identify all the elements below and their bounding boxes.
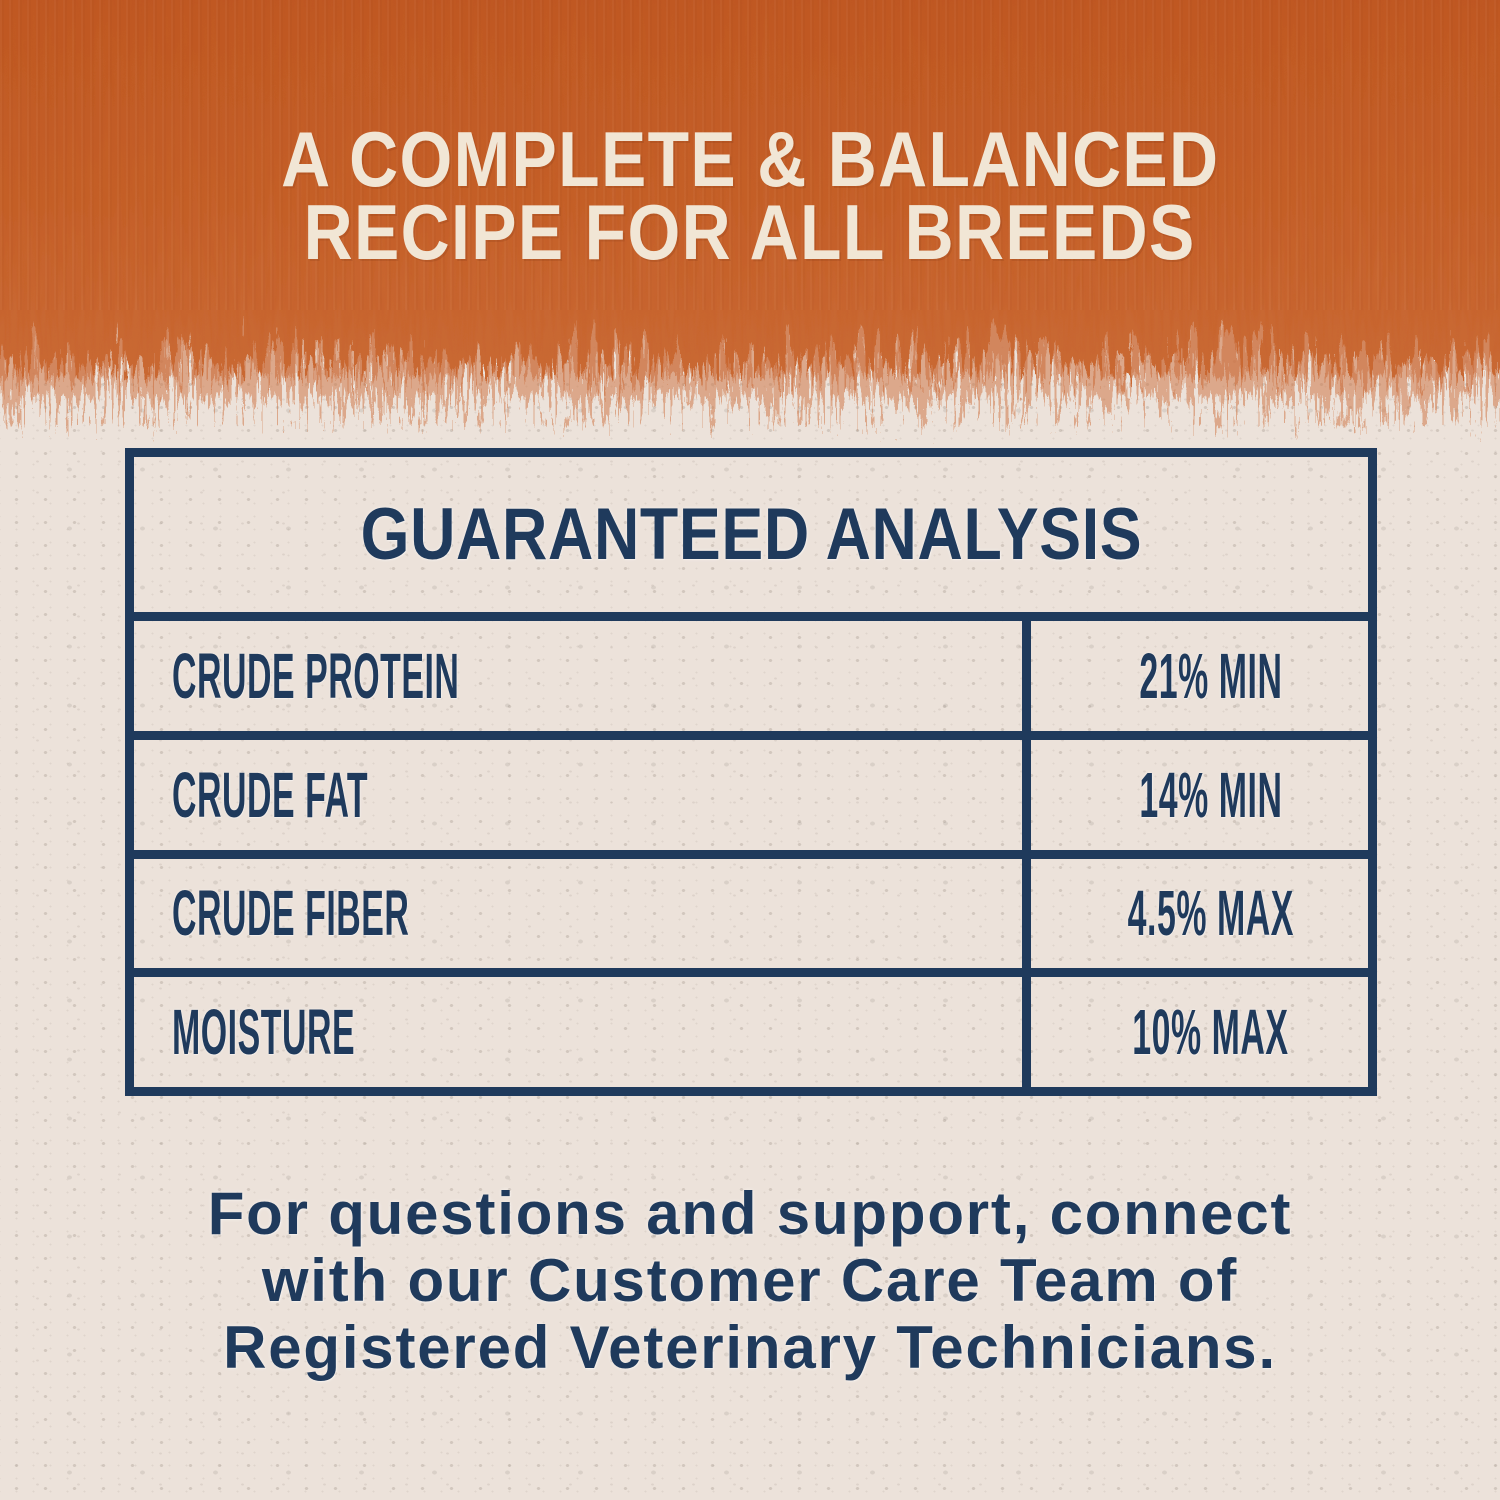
row-value: 14% MIN [1022,739,1368,850]
table-row: CRUDE FIBER 4.5% MAX [134,849,1368,969]
torn-edge-graphic [0,0,1500,370]
table-row: MOISTURE 10% MAX [134,968,1368,1087]
table-row: CRUDE PROTEIN 21% MIN [134,621,1368,731]
row-value: 4.5% MAX [1022,858,1368,969]
row-label: CRUDE FAT [172,758,369,831]
table-rows: CRUDE PROTEIN 21% MIN CRUDE FAT 14% MIN … [134,612,1368,1087]
table-title: GUARANTEED ANALYSIS [360,494,1142,575]
row-label: CRUDE PROTEIN [172,639,460,712]
brush-streak-texture [0,0,1500,310]
guaranteed-analysis-table: GUARANTEED ANALYSIS CRUDE PROTEIN 21% MI… [125,448,1377,1096]
row-label: MOISTURE [172,996,356,1069]
table-row: CRUDE FAT 14% MIN [134,730,1368,850]
banner-heading: A COMPLETE & BALANCED RECIPE FOR ALL BRE… [0,115,1500,276]
banner-line-2: RECIPE FOR ALL BREEDS [304,188,1196,276]
footer-line-2: with our Customer Care Team of [261,1247,1239,1314]
orange-band: A COMPLETE & BALANCED RECIPE FOR ALL BRE… [0,0,1500,480]
footer-line-3: Registered Veterinary Technicians. [223,1314,1277,1381]
row-value: 21% MIN [1022,621,1368,731]
row-label: CRUDE FIBER [172,877,410,950]
row-value: 10% MAX [1022,977,1368,1087]
banner-line-1: A COMPLETE & BALANCED [280,115,1220,203]
footer-note: For questions and support, connect with … [0,1180,1500,1381]
footer-line-1: For questions and support, connect [207,1180,1293,1247]
